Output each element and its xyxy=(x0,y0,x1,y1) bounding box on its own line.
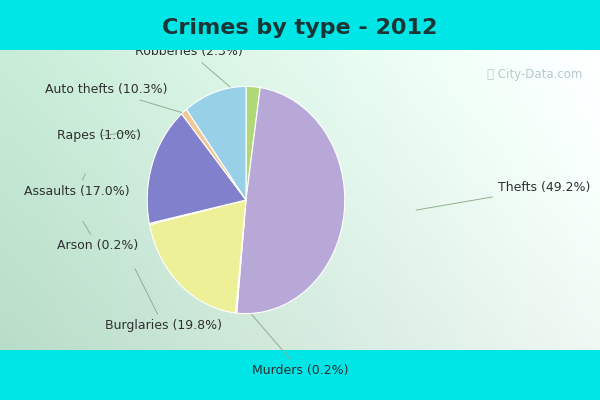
Wedge shape xyxy=(147,114,246,223)
Wedge shape xyxy=(246,86,260,200)
Wedge shape xyxy=(149,200,246,313)
Wedge shape xyxy=(235,200,246,313)
Text: Crimes by type - 2012: Crimes by type - 2012 xyxy=(163,18,437,38)
Text: Burglaries (19.8%): Burglaries (19.8%) xyxy=(105,269,222,332)
Text: Murders (0.2%): Murders (0.2%) xyxy=(231,290,348,377)
Text: ⓘ City-Data.com: ⓘ City-Data.com xyxy=(487,68,582,81)
Text: Robberies (2.3%): Robberies (2.3%) xyxy=(135,45,256,110)
Wedge shape xyxy=(237,88,345,314)
Wedge shape xyxy=(187,86,246,200)
Text: Assaults (17.0%): Assaults (17.0%) xyxy=(24,174,130,198)
Text: Arson (0.2%): Arson (0.2%) xyxy=(57,221,138,252)
Text: Rapes (1.0%): Rapes (1.0%) xyxy=(57,130,141,142)
Text: Auto thefts (10.3%): Auto thefts (10.3%) xyxy=(45,84,190,115)
Text: Thefts (49.2%): Thefts (49.2%) xyxy=(416,182,590,210)
Wedge shape xyxy=(149,200,246,225)
Wedge shape xyxy=(182,109,246,200)
